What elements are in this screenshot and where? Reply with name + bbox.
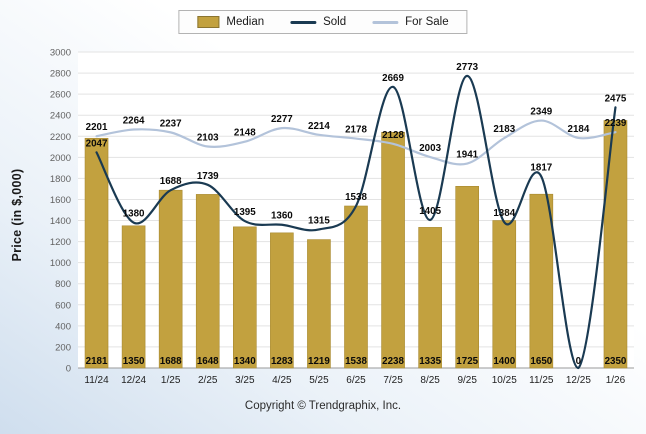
svg-text:2047: 2047: [86, 138, 108, 149]
svg-text:1340: 1340: [234, 356, 256, 367]
svg-text:1350: 1350: [123, 356, 145, 367]
svg-text:0: 0: [66, 364, 71, 375]
svg-text:6/25: 6/25: [346, 375, 366, 386]
legend-item-for-sale: For Sale: [372, 16, 449, 28]
sold-line: [95, 74, 617, 370]
svg-text:1739: 1739: [197, 171, 219, 182]
svg-text:2773: 2773: [456, 62, 478, 73]
svg-text:2/25: 2/25: [198, 375, 218, 386]
svg-text:1384: 1384: [493, 208, 515, 219]
svg-text:12/24: 12/24: [121, 375, 146, 386]
svg-text:1650: 1650: [530, 356, 552, 367]
svg-text:12/25: 12/25: [566, 375, 591, 386]
svg-text:2600: 2600: [50, 90, 71, 101]
svg-text:2000: 2000: [50, 153, 71, 164]
sold-line-swatch: [290, 20, 317, 24]
svg-text:1335: 1335: [419, 356, 441, 367]
for-sale-line: [95, 119, 617, 166]
svg-text:0: 0: [576, 356, 582, 367]
svg-text:2277: 2277: [271, 114, 293, 125]
svg-text:5/25: 5/25: [309, 375, 329, 386]
svg-text:600: 600: [55, 300, 71, 311]
svg-text:2181: 2181: [86, 356, 108, 367]
median-bars: [84, 120, 628, 369]
median-bar-swatch: [197, 16, 220, 28]
svg-text:11/25: 11/25: [529, 375, 554, 386]
svg-text:1360: 1360: [271, 211, 293, 222]
svg-text:4/25: 4/25: [272, 375, 292, 386]
svg-text:2237: 2237: [160, 118, 182, 129]
price-combo-chart: 0 200 400 600 800 1000 1200 1400 1600 1800 2000 220…: [50, 48, 634, 386]
svg-text:1400: 1400: [50, 216, 71, 227]
svg-text:3000: 3000: [50, 48, 71, 59]
svg-text:2800: 2800: [50, 69, 71, 80]
svg-text:2238: 2238: [382, 356, 404, 367]
svg-text:1315: 1315: [308, 215, 330, 226]
svg-text:3/25: 3/25: [235, 375, 255, 386]
for-sale-line-swatch: [372, 20, 399, 24]
svg-text:1/25: 1/25: [161, 375, 181, 386]
legend-item-sold: Sold: [290, 16, 346, 28]
svg-text:1400: 1400: [493, 356, 515, 367]
svg-text:1405: 1405: [419, 206, 441, 217]
svg-text:2184: 2184: [568, 124, 590, 135]
legend-label-sold: Sold: [323, 16, 347, 28]
svg-text:2239: 2239: [605, 118, 627, 129]
svg-text:1395: 1395: [234, 207, 256, 218]
svg-text:2128: 2128: [382, 130, 404, 141]
svg-text:2200: 2200: [50, 132, 71, 143]
svg-text:1000: 1000: [50, 258, 71, 269]
svg-text:1817: 1817: [530, 163, 552, 174]
svg-text:400: 400: [55, 321, 71, 332]
svg-text:1/26: 1/26: [606, 375, 626, 386]
svg-text:1688: 1688: [160, 356, 182, 367]
svg-text:1688: 1688: [160, 176, 182, 187]
svg-text:1200: 1200: [50, 237, 71, 248]
svg-text:1725: 1725: [456, 356, 478, 367]
svg-text:200: 200: [55, 342, 71, 353]
svg-text:2349: 2349: [530, 107, 552, 118]
svg-text:10/25: 10/25: [492, 375, 517, 386]
svg-text:1283: 1283: [271, 356, 293, 367]
svg-text:2400: 2400: [50, 111, 71, 122]
svg-text:2350: 2350: [605, 356, 627, 367]
chart-legend: Median Sold For Sale: [178, 10, 468, 34]
svg-text:2183: 2183: [493, 124, 515, 135]
svg-text:800: 800: [55, 279, 71, 290]
legend-item-median: Median: [197, 16, 264, 28]
svg-text:2475: 2475: [605, 93, 627, 104]
legend-label-median: Median: [226, 16, 265, 28]
legend-label-for-sale: For Sale: [405, 16, 449, 28]
svg-text:2264: 2264: [123, 116, 145, 127]
svg-text:1538: 1538: [345, 192, 367, 203]
svg-text:1380: 1380: [123, 209, 145, 220]
svg-text:1800: 1800: [50, 174, 71, 185]
svg-text:8/25: 8/25: [420, 375, 440, 386]
svg-text:11/24: 11/24: [84, 375, 109, 386]
svg-text:1219: 1219: [308, 356, 330, 367]
svg-text:2214: 2214: [308, 121, 330, 132]
svg-text:9/25: 9/25: [457, 375, 477, 386]
svg-text:2148: 2148: [234, 128, 256, 139]
svg-text:1941: 1941: [456, 150, 478, 161]
svg-text:2201: 2201: [86, 122, 108, 133]
svg-text:1648: 1648: [197, 356, 219, 367]
svg-text:2178: 2178: [345, 125, 367, 136]
svg-text:1600: 1600: [50, 195, 71, 206]
svg-text:2103: 2103: [197, 132, 219, 143]
svg-text:2003: 2003: [419, 143, 441, 154]
line-data-labels: 2047 1380 1688 1739 1395 1360 1315 1538 2669 1405…: [86, 62, 627, 227]
svg-text:2669: 2669: [382, 73, 404, 84]
median-bar-labels: 2181 1350 1688 1648 1340 1283 1219 1538 2238 1335…: [86, 356, 627, 367]
svg-text:7/25: 7/25: [383, 375, 403, 386]
svg-text:1538: 1538: [345, 356, 367, 367]
copyright-text: Copyright © Trendgraphix, Inc.: [244, 400, 402, 412]
x-axis-labels: 11/24 12/24 1/25 2/25 3/25 4/25 5/25 6/25 7/25 8/…: [84, 375, 625, 386]
